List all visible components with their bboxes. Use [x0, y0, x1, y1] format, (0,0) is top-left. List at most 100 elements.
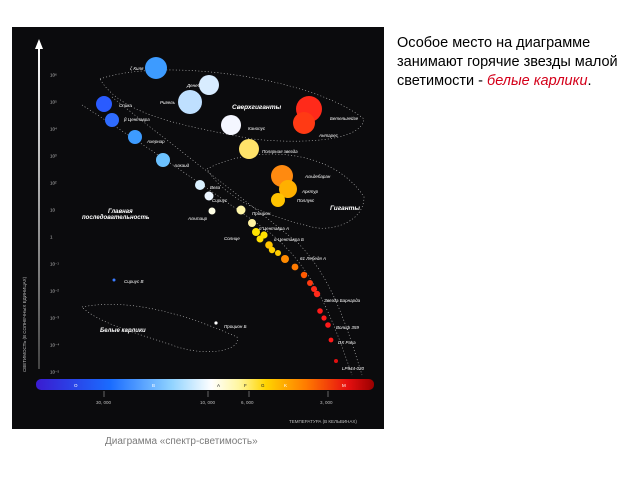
spectral-class-label: G: [261, 383, 265, 388]
y-tick-label: 10⁻⁵: [50, 370, 59, 375]
spectral-class-label: K: [284, 383, 287, 388]
star-marker: [195, 180, 205, 190]
y-tick-label: 10²: [50, 181, 57, 186]
star-marker-minor: [275, 250, 281, 256]
star-label: Алкаид: [173, 163, 190, 168]
region-white-dwarfs: Белые карлики: [100, 328, 146, 334]
star-label: Антарес: [318, 133, 339, 138]
region-outlines: [81, 69, 365, 376]
star-label: Спика: [119, 103, 132, 108]
y-tick-label: 10³: [50, 154, 57, 159]
spectral-class-label: A: [217, 383, 220, 388]
star-marker-minor: [311, 286, 317, 292]
star-label: 61 Лебедя А: [300, 256, 326, 261]
y-tick-label: 10⁶: [50, 73, 57, 78]
x-axis-label: ТЕМПЕРАТУРА (В КЕЛЬВИНАХ): [289, 419, 357, 424]
star-marker: [265, 241, 273, 249]
y-axis-ticks: 10⁶ 10⁵ 10⁴ 10³ 10² 10 1 10⁻¹ 10⁻² 10⁻³ 10⁻⁴ 10⁻⁵: [50, 73, 59, 375]
y-tick-label: 10⁻¹: [50, 262, 59, 267]
star-marker: [145, 57, 167, 79]
star-marker-minor: [317, 308, 323, 314]
y-tick-label: 10⁴: [50, 127, 57, 132]
annotation-end: .: [587, 73, 592, 89]
y-tick-label: 10⁻²: [50, 289, 59, 294]
star-label: Денеб: [186, 83, 201, 88]
star-label: Процион Б: [224, 324, 247, 329]
star-marker: [112, 278, 116, 282]
star-label: Альтаир: [187, 216, 208, 221]
star-label: α Центавра А: [259, 226, 289, 231]
supergiants-outline: [99, 69, 365, 142]
star-label: LP944-020: [342, 366, 365, 371]
luminosity-bar: [38, 47, 40, 369]
spectral-class-label: B: [152, 383, 155, 388]
star-label: Ригель: [160, 100, 176, 105]
star-marker: [214, 321, 218, 325]
spectral-class-label: F: [244, 383, 247, 388]
star-marker: [271, 193, 285, 207]
luminosity-arrow: [35, 39, 43, 49]
star-marker: [334, 359, 338, 363]
star-marker: [325, 322, 331, 328]
star-label: Ахернар: [146, 139, 165, 144]
star-marker: [208, 207, 216, 215]
star-label: Процион: [252, 211, 271, 216]
x-axis-ticks: 30, 000 10, 000 6, 000 3, 000: [96, 391, 333, 405]
star-label: Бетельгейзе: [330, 115, 359, 121]
hr-diagram: 10⁶ 10⁵ 10⁴ 10³ 10² 10 1 10⁻¹ 10⁻² 10⁻³ 10⁻⁴ 10⁻⁵ С…: [12, 27, 384, 429]
star-marker: [236, 205, 246, 215]
giants-outline: [206, 153, 365, 229]
white-dwarfs-outline: [81, 304, 238, 352]
star-marker-minor: [300, 271, 308, 279]
stars-layer: ζ Киля Денеб Спика Ригель β Центавра Бетельге…: [96, 57, 365, 371]
x-tick-label: 30, 000: [96, 400, 112, 405]
y-tick-label: 10: [50, 208, 56, 213]
star-label: Арктур: [301, 189, 319, 194]
star-marker-minor: [307, 280, 313, 286]
x-tick-label: 6, 000: [241, 400, 254, 405]
y-tick-label: 1: [50, 235, 53, 240]
star-label: Солнце: [224, 236, 240, 241]
y-axis-label: СВЕТИМОСТЬ (В СОЛНЕЧНЫХ ЕДИНИЦАХ): [22, 276, 27, 372]
annotation-highlight: белые карлики: [487, 73, 588, 89]
y-tick-label: 10⁵: [50, 100, 57, 105]
star-label: Канопус: [248, 126, 266, 131]
star-label: α Центавра Б: [274, 237, 304, 242]
star-marker: [156, 153, 170, 167]
star-label: ζ Киля: [130, 66, 144, 72]
region-supergiants: Сверхгиганты: [232, 104, 282, 111]
star-marker-minor: [321, 315, 327, 321]
star-label: DX Рака: [338, 340, 356, 345]
y-tick-label: 10⁻³: [50, 316, 59, 321]
star-marker: [239, 139, 259, 159]
y-tick-label: 10⁻⁴: [50, 343, 59, 348]
spectral-bar: [36, 379, 374, 390]
star-marker: [281, 255, 289, 263]
star-marker: [252, 228, 260, 236]
x-tick-label: 10, 000: [200, 400, 216, 405]
star-marker: [199, 75, 219, 95]
star-marker-minor: [291, 263, 299, 271]
star-marker-minor: [248, 219, 256, 227]
star-marker: [221, 115, 241, 135]
region-giants: Гиганты: [330, 205, 360, 212]
star-marker: [128, 130, 142, 144]
diagram-caption: Диаграмма «спектр-светимость»: [105, 436, 258, 447]
star-marker: [105, 113, 119, 127]
star-marker: [293, 112, 315, 134]
star-marker-minor: [260, 231, 268, 239]
star-marker: [96, 96, 112, 112]
star-label: Звезда Барнарда: [324, 298, 361, 303]
star-marker: [279, 180, 297, 198]
region-main-sequence-1: Главная: [108, 209, 133, 215]
star-label: Поллукс: [297, 198, 315, 203]
star-label: Вега: [210, 185, 221, 190]
star-label: Альдебаран: [304, 174, 331, 179]
annotation-text: Особое место на диаграмме занимают горяч…: [397, 34, 627, 91]
star-label: Вольф 359: [336, 325, 359, 330]
star-label: Полярная звезда: [262, 149, 298, 154]
spectral-class-label: O: [74, 383, 78, 388]
star-label: β Центавра: [123, 117, 150, 122]
star-marker: [328, 337, 334, 343]
